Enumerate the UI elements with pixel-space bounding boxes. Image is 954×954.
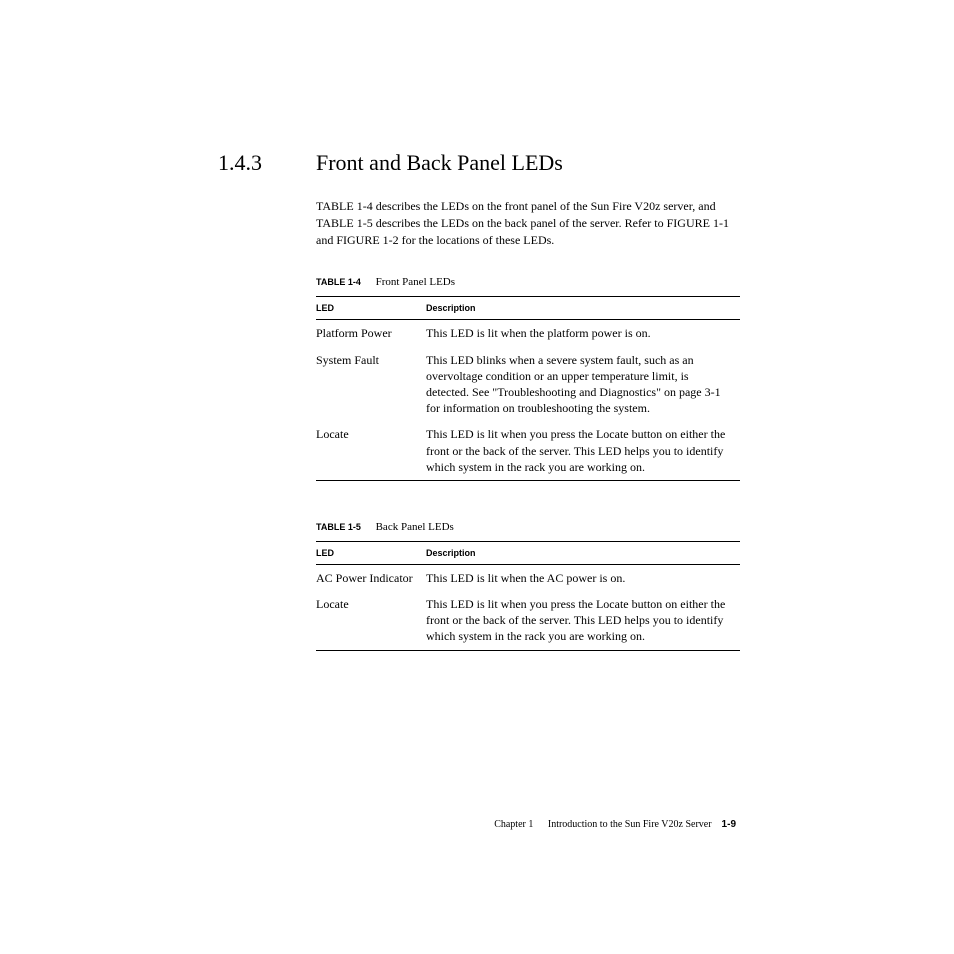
- description-cell: This LED is lit when the platform power …: [426, 320, 740, 347]
- page-footer: Chapter 1 Introduction to the Sun Fire V…: [494, 819, 736, 830]
- table-1-4-header-description: Description: [426, 297, 740, 320]
- table-1-5-label: TABLE 1-5: [316, 522, 361, 532]
- table-1-4-header-led: LED: [316, 297, 426, 320]
- description-cell: This LED is lit when you press the Locat…: [426, 591, 740, 650]
- front-panel-leds-table: LED Description Platform Power This LED …: [316, 296, 740, 481]
- led-cell: Platform Power: [316, 320, 426, 347]
- section-title: Front and Back Panel LEDs: [316, 150, 563, 176]
- intro-text-3: and: [316, 233, 336, 247]
- table-row: System Fault This LED blinks when a seve…: [316, 347, 740, 422]
- footer-page-number: 1-9: [722, 819, 736, 830]
- description-cell: This LED is lit when you press the Locat…: [426, 421, 740, 480]
- description-cell: This LED blinks when a severe system fau…: [426, 347, 740, 422]
- table-1-5-title: Back Panel LEDs: [376, 521, 454, 533]
- table-1-5-header-led: LED: [316, 541, 426, 564]
- footer-chapter: Chapter 1: [494, 819, 533, 830]
- intro-text-4: for the locations of these LEDs.: [399, 233, 555, 247]
- led-cell: Locate: [316, 421, 426, 480]
- table-1-4-label: TABLE 1-4: [316, 277, 361, 287]
- table-row: AC Power Indicator This LED is lit when …: [316, 564, 740, 591]
- table-ref-1-4: TABLE 1-4: [316, 199, 373, 213]
- led-cell: Locate: [316, 591, 426, 650]
- table-header-row: LED Description: [316, 541, 740, 564]
- table-1-4-caption: TABLE 1-4 Front Panel LEDs: [316, 276, 734, 288]
- table-ref-1-5: TABLE 1-5: [316, 216, 373, 230]
- table-1-4-title: Front Panel LEDs: [376, 276, 455, 288]
- description-cell: This LED is lit when the AC power is on.: [426, 564, 740, 591]
- footer-title: Introduction to the Sun Fire V20z Server: [548, 819, 712, 830]
- intro-text-1: describes the LEDs on the front panel of…: [373, 199, 716, 213]
- table-row: Locate This LED is lit when you press th…: [316, 591, 740, 650]
- intro-text-2: describes the LEDs on the back panel of …: [373, 216, 667, 230]
- led-cell: System Fault: [316, 347, 426, 422]
- back-panel-leds-table: LED Description AC Power Indicator This …: [316, 541, 740, 651]
- figure-ref-1-2: FIGURE 1-2: [336, 233, 398, 247]
- figure-ref-1-1: FIGURE 1-1: [667, 216, 729, 230]
- section-header: 1.4.3 Front and Back Panel LEDs: [218, 150, 734, 176]
- section-number: 1.4.3: [218, 150, 316, 176]
- led-cell: AC Power Indicator: [316, 564, 426, 591]
- table-row: Locate This LED is lit when you press th…: [316, 421, 740, 480]
- table-1-5-header-description: Description: [426, 541, 740, 564]
- table-1-5-caption: TABLE 1-5 Back Panel LEDs: [316, 521, 734, 533]
- table-row: Platform Power This LED is lit when the …: [316, 320, 740, 347]
- intro-paragraph: TABLE 1-4 describes the LEDs on the fron…: [316, 198, 734, 248]
- table-header-row: LED Description: [316, 297, 740, 320]
